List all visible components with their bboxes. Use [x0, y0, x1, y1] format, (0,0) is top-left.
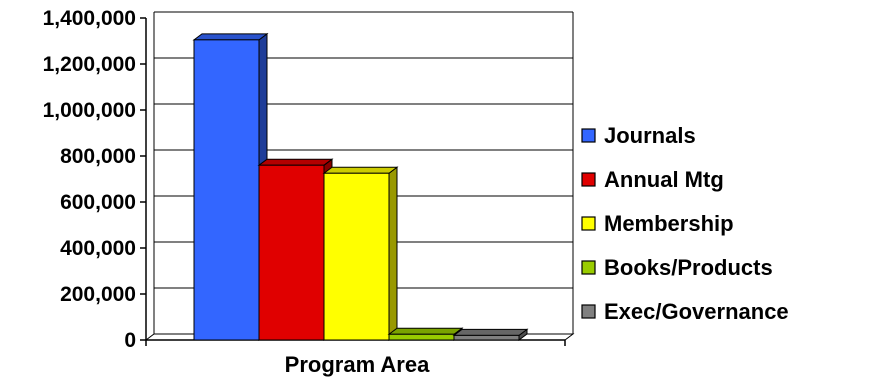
legend-label: Exec/Governance [604, 299, 789, 324]
y-tick-label: 0 [124, 329, 136, 352]
legend-swatch [581, 216, 596, 231]
bars [192, 32, 529, 341]
bar-exec-governance [452, 328, 529, 341]
legend-swatch [581, 172, 596, 187]
x-axis-title: Program Area [285, 352, 430, 377]
legend: Journals Annual Mtg Membership Books/Produc… [581, 123, 789, 324]
bar-membership [322, 166, 399, 341]
legend-swatch [581, 260, 596, 275]
legend-label: Journals [604, 123, 696, 148]
y-tick-label: 1,200,000 [43, 53, 136, 76]
y-tick-label: 1,000,000 [43, 99, 136, 122]
legend-label: Books/Products [604, 255, 773, 280]
bar-books-products [387, 327, 464, 341]
y-axis-ticks: 0 200,000 400,000 600,000 800,000 1,000,000 1,… [43, 7, 146, 352]
legend-item: Journals [581, 123, 696, 148]
legend-item: Books/Products [581, 255, 773, 280]
legend-swatch [581, 128, 596, 143]
legend-item: Exec/Governance [581, 299, 789, 324]
y-tick-label: 400,000 [60, 237, 136, 260]
y-tick-label: 1,400,000 [43, 7, 136, 30]
legend-swatch [581, 304, 596, 319]
legend-item: Annual Mtg [581, 167, 724, 192]
legend-label: Membership [604, 211, 734, 236]
y-tick-label: 800,000 [60, 145, 136, 168]
legend-item: Membership [581, 211, 734, 236]
bar-annual-mtg [257, 158, 334, 341]
y-tick-label: 200,000 [60, 283, 136, 306]
bar-journals [192, 32, 269, 341]
y-tick-label: 600,000 [60, 191, 136, 214]
legend-label: Annual Mtg [604, 167, 724, 192]
